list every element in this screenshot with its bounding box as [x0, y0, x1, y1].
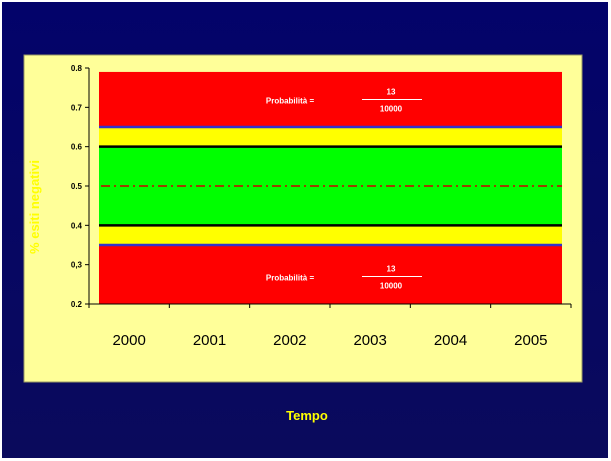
- x-tick-label: 2004: [434, 332, 467, 349]
- probability-label: Probabilità =: [266, 273, 315, 282]
- probability-numerator: 13: [387, 87, 396, 96]
- y-axis: 0.2 0,3 0.4 0.5 0.6 0.7 0.8: [71, 64, 90, 309]
- plot-area: [99, 71, 562, 304]
- annotations: Probabilità = 13 10000 Probabilità = 13 10000: [266, 87, 422, 290]
- y-tick-label: 0.8: [71, 64, 83, 73]
- probability-numerator: 13: [387, 264, 396, 273]
- y-tick-label: 0.4: [71, 221, 83, 230]
- x-tick-label: 2001: [193, 332, 226, 349]
- y-tick-label: 0,3: [71, 261, 83, 270]
- y-tick-label: 0.2: [71, 300, 83, 309]
- y-tick-label: 0.5: [71, 182, 83, 191]
- x-tick-label: 2000: [112, 332, 145, 349]
- x-axis-title: Tempo: [286, 408, 328, 423]
- probability-label: Probabilità =: [266, 96, 315, 105]
- band-red-upper: [99, 71, 562, 127]
- x-tick-label: 2002: [273, 332, 306, 349]
- x-axis: 2000 2001 2002 2003 2004 2005: [88, 303, 572, 349]
- band-yellow-lower: [99, 225, 562, 245]
- probability-denominator: 10000: [380, 281, 403, 290]
- band-red-lower: [99, 245, 562, 304]
- band-yellow-upper: [99, 127, 562, 147]
- x-tick-label: 2003: [353, 332, 386, 349]
- y-tick-label: 0.6: [71, 143, 83, 152]
- y-axis-title: % esiti negativi: [27, 160, 42, 254]
- y-tick-label: 0.7: [71, 103, 83, 112]
- probability-denominator: 10000: [380, 104, 403, 113]
- x-tick-label: 2005: [514, 332, 547, 349]
